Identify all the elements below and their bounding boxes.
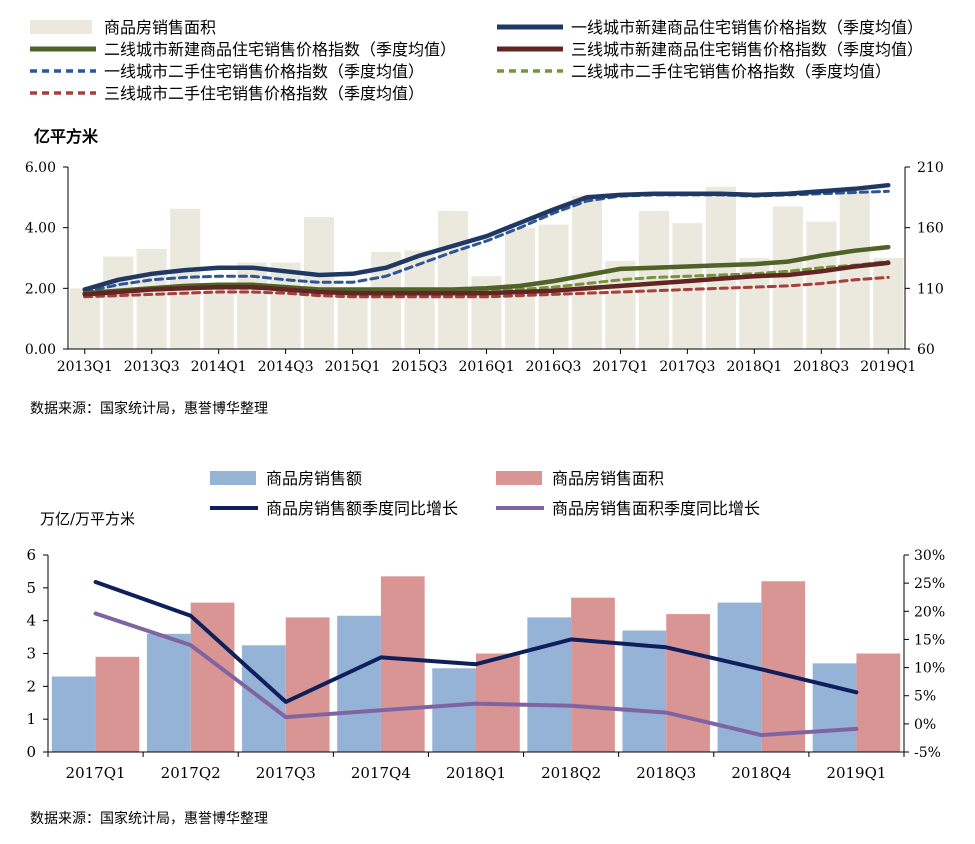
bar-sales-amount: [527, 617, 572, 752]
bar-sales-area: [103, 256, 134, 349]
y-tick-label-right: 30%: [914, 548, 945, 564]
line-series-6: [83, 275, 890, 299]
bar-sales-area: [136, 248, 167, 349]
x-tick-label: 2019Q1: [826, 764, 886, 782]
chart-price-index-and-sales-area: 商品房销售面积 一线城市新建商品住宅销售价格指数（季度均值） 二线城市新建商品住宅销…: [25, 18, 944, 375]
y-tick-label-right: 25%: [914, 576, 945, 592]
y-tick-label-left: 0.00: [25, 342, 56, 358]
bar-sales-area: [761, 581, 806, 752]
bar-sales-area: [638, 210, 669, 349]
y-axis-left-title: 亿平方米: [34, 127, 99, 146]
source-note-2: 数据来源：国家统计局，惠誉博华整理: [30, 811, 268, 827]
x-tick-label: 2017Q1: [66, 764, 126, 782]
x-tick-label: 2017Q1: [592, 359, 648, 375]
bar-sales-area: [69, 288, 100, 349]
bar-sales-amount: [432, 668, 476, 752]
bar-sales-area: [437, 210, 469, 349]
y-tick-label-right: -5%: [914, 745, 941, 761]
bar-sales-area: [571, 597, 615, 752]
x-tick-label: 2014Q1: [191, 359, 247, 375]
y-tick-label-left: 2.00: [25, 281, 56, 297]
y-tick-label-left: 4: [26, 612, 36, 630]
x-tick-label: 2015Q1: [325, 359, 381, 375]
y-tick-label-right: 60: [917, 342, 935, 358]
x-tick-label: 2017Q3: [659, 359, 715, 375]
bar-sales-area: [666, 614, 710, 752]
y-tick-label-left: 1: [26, 710, 36, 728]
x-tick-label: 2017Q4: [351, 764, 411, 782]
y-tick-label-right: 210: [917, 160, 944, 176]
y-tick-label-left: 4.00: [25, 221, 56, 237]
legend-label: 二线城市二手住宅销售价格指数（季度均值）: [571, 62, 891, 81]
x-tick-label: 2019Q1: [860, 359, 916, 375]
legend-label: 三线城市二手住宅销售价格指数（季度均值）: [104, 84, 424, 103]
legend-label: 二线城市新建商品住宅销售价格指数（季度均值）: [104, 40, 456, 59]
bar-sales-area: [739, 258, 770, 349]
x-tick-label: 2013Q1: [57, 359, 113, 375]
y-tick-label-right: 10%: [914, 661, 945, 677]
x-tick-label: 2017Q2: [161, 764, 221, 782]
x-tick-label: 2018Q1: [726, 359, 782, 375]
legend-label: 商品房销售面积季度同比增长: [552, 499, 760, 518]
x-tick-label: 2016Q1: [458, 359, 514, 375]
legend-label: 一线城市二手住宅销售价格指数（季度均值）: [104, 62, 424, 81]
bar-sales-area: [337, 292, 368, 349]
y-tick-label-left: 0: [26, 743, 36, 761]
x-tick-label: 2018Q3: [636, 764, 696, 782]
legend-label: 商品房销售额: [266, 469, 362, 488]
x-tick-label: 2017Q3: [256, 764, 316, 782]
y-tick-label-left: 3: [26, 645, 36, 663]
bar-sales-area: [380, 576, 425, 752]
bar-sales-area: [270, 262, 301, 349]
legend-swatch: [210, 471, 256, 485]
y-tick-label-left: 6: [26, 546, 36, 564]
bar-sales-amount: [146, 633, 191, 752]
legend-label: 商品房销售面积: [104, 18, 216, 37]
legend-label: 一线城市新建商品住宅销售价格指数（季度均值）: [571, 18, 923, 37]
x-tick-label: 2018Q3: [793, 359, 849, 375]
line-area-yoy: [93, 611, 859, 738]
bar-sales-area: [190, 602, 235, 752]
y-tick-label-right: 110: [917, 281, 944, 297]
legend-swatch: [30, 20, 92, 34]
y-tick-label-right: 15%: [914, 632, 945, 648]
legend-label: 三线城市新建商品住宅销售价格指数（季度均值）: [571, 40, 923, 59]
bar-sales-area: [95, 656, 140, 752]
y-tick-label-right: 0%: [914, 717, 936, 733]
line-series-3: [82, 260, 891, 297]
legend-label: 商品房销售面积: [552, 469, 664, 488]
x-tick-label: 2018Q1: [446, 764, 506, 782]
x-tick-label: 2018Q2: [541, 764, 601, 782]
bar-sales-amount: [812, 663, 857, 752]
line-series-2: [82, 244, 891, 296]
x-tick-label: 2016Q3: [525, 359, 581, 375]
y-axis-left-title: 万亿/万平方米: [40, 510, 135, 528]
x-tick-label: 2014Q3: [258, 359, 314, 375]
x-tick-label: 2013Q3: [124, 359, 180, 375]
bar-sales-amount: [337, 615, 381, 752]
bar-sales-area: [772, 206, 803, 349]
bar-sales-area: [605, 261, 636, 349]
bar-sales-area: [203, 288, 234, 349]
y-tick-label-right: 20%: [914, 604, 945, 620]
legend-label: 商品房销售额季度同比增长: [266, 499, 458, 518]
line-amount-yoy: [93, 580, 859, 704]
y-tick-label-right: 5%: [914, 689, 936, 705]
bar-sales-amount: [51, 676, 96, 752]
y-tick-label-left: 6.00: [25, 160, 56, 176]
legend-swatch: [496, 471, 542, 485]
y-tick-label-left: 2: [26, 677, 36, 695]
bar-sales-area: [672, 223, 703, 349]
x-tick-label: 2018Q4: [731, 764, 791, 782]
y-tick-label-right: 160: [917, 221, 944, 237]
line-series-1: [82, 182, 891, 292]
bar-sales-area: [856, 653, 901, 752]
y-tick-label-left: 5: [26, 579, 36, 597]
x-tick-label: 2015Q3: [392, 359, 448, 375]
bar-sales-amount: [622, 630, 667, 752]
bar-sales-area: [873, 258, 904, 349]
source-note-1: 数据来源：国家统计局，惠誉博华整理: [30, 401, 268, 417]
